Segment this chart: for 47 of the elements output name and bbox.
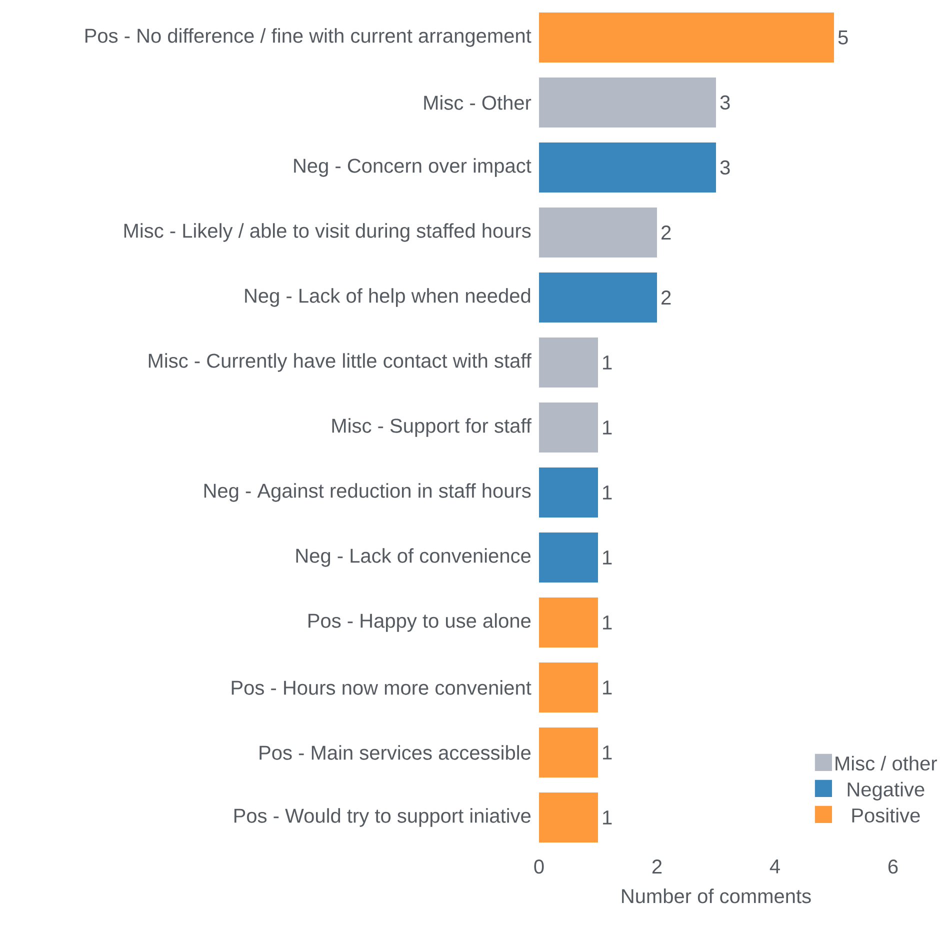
data-label: 1 [603, 746, 612, 760]
data-label: 1 [603, 616, 612, 630]
x-tick-label: 4 [770, 860, 780, 874]
y-tick-label: Misc - Likely / able to visit during staffed hours [124, 223, 531, 242]
bar [539, 662, 598, 712]
data-label: 3 [720, 160, 730, 175]
legend-label: Misc / other [836, 756, 937, 771]
bar [539, 467, 598, 518]
bar [539, 78, 716, 128]
y-tick-label: Misc - Other [424, 95, 532, 110]
bar [539, 272, 657, 322]
bar [539, 532, 598, 582]
data-label: 1 [603, 356, 612, 370]
x-tick-label: 0 [534, 860, 544, 874]
legend-label: Positive [852, 808, 920, 823]
bar [539, 208, 657, 258]
y-tick-label: Neg - Lack of convenience [296, 548, 531, 567]
x-tick-label: 6 [888, 860, 898, 874]
y-tick-label: Misc - Currently have little contact with staff [148, 353, 532, 372]
data-label: 2 [662, 226, 671, 240]
data-label: 5 [838, 30, 848, 44]
data-label: 3 [720, 95, 730, 110]
y-tick-label: Misc - Support for staff [332, 418, 532, 437]
y-tick-label: Pos - No difference / fine with current arrangement [85, 28, 532, 47]
bar [539, 338, 598, 388]
bar [539, 792, 598, 842]
data-label: 1 [603, 680, 612, 694]
data-label: 1 [603, 810, 612, 824]
y-tick-label: Pos - Would try to support iniative [234, 808, 531, 827]
bar [539, 727, 598, 778]
y-tick-label: Pos - Main services accessible [260, 745, 531, 760]
y-tick-label: Neg - Lack of help when needed [245, 288, 530, 307]
legend-label: Negative [848, 782, 924, 800]
y-tick-label: Pos - Hours now more convenient [232, 680, 532, 695]
data-label: 1 [603, 420, 612, 434]
data-label: 1 [603, 486, 612, 500]
x-axis-title: Number of comments [622, 888, 811, 904]
y-tick-label: Neg - Concern over impact [294, 158, 532, 177]
bar [539, 142, 716, 192]
y-tick-label: Neg - Against reduction in staff hours [204, 483, 531, 502]
bar [539, 402, 598, 452]
y-tick-label: Pos - Happy to use alone [308, 613, 531, 632]
bar [539, 12, 834, 62]
x-tick-label: 2 [652, 860, 662, 874]
data-label: 1 [603, 550, 612, 564]
bar [539, 597, 598, 648]
data-label: 2 [662, 290, 671, 304]
